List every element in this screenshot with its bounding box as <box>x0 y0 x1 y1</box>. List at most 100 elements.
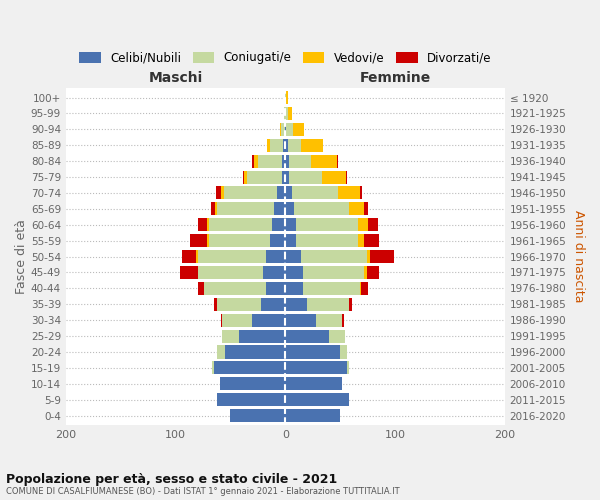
Bar <box>346 170 347 183</box>
Bar <box>307 298 349 311</box>
Text: Maschi: Maschi <box>149 70 203 85</box>
Bar <box>286 378 343 390</box>
Text: Popolazione per età, sesso e stato civile - 2021: Popolazione per età, sesso e stato civil… <box>6 472 337 486</box>
Bar <box>286 107 287 120</box>
Bar <box>225 346 286 358</box>
Bar <box>286 154 289 168</box>
Bar <box>197 282 204 295</box>
Bar <box>253 314 286 326</box>
Bar <box>222 330 239 342</box>
Bar <box>286 123 293 136</box>
Bar <box>277 186 286 200</box>
Bar <box>280 123 281 136</box>
Bar <box>329 330 344 342</box>
Bar <box>211 202 215 215</box>
Bar <box>197 218 208 232</box>
Bar <box>286 409 340 422</box>
Bar <box>286 250 301 263</box>
Bar <box>364 234 379 247</box>
Bar <box>364 266 367 279</box>
Bar <box>358 234 364 247</box>
Bar <box>180 266 197 279</box>
Bar <box>316 314 343 326</box>
Bar <box>349 202 364 215</box>
Bar <box>370 250 394 263</box>
Bar <box>358 218 368 232</box>
Text: Femmine: Femmine <box>359 70 431 85</box>
Bar <box>196 250 197 263</box>
Bar <box>286 314 316 326</box>
Bar <box>215 202 217 215</box>
Bar <box>267 138 270 152</box>
Bar <box>204 282 266 295</box>
Bar <box>221 314 222 326</box>
Bar <box>242 170 244 183</box>
Bar <box>301 138 323 152</box>
Bar <box>274 202 286 215</box>
Bar <box>286 234 296 247</box>
Bar <box>209 218 272 232</box>
Bar <box>270 234 286 247</box>
Bar <box>266 282 286 295</box>
Bar <box>286 393 349 406</box>
Bar <box>209 234 270 247</box>
Bar <box>282 170 286 183</box>
Bar <box>286 298 307 311</box>
Bar <box>322 170 346 183</box>
Bar <box>286 266 303 279</box>
Bar <box>214 298 217 311</box>
Bar <box>182 250 196 263</box>
Bar <box>337 154 338 168</box>
Bar <box>301 250 367 263</box>
Bar <box>217 393 286 406</box>
Bar <box>286 138 287 152</box>
Bar <box>217 202 274 215</box>
Bar <box>272 218 286 232</box>
Bar <box>266 250 286 263</box>
Bar <box>217 346 225 358</box>
Bar <box>221 186 224 200</box>
Bar <box>289 170 322 183</box>
Bar <box>303 282 360 295</box>
Bar <box>284 107 286 120</box>
Bar <box>253 154 254 168</box>
Bar <box>286 170 289 183</box>
Y-axis label: Anni di nascita: Anni di nascita <box>572 210 585 303</box>
Bar <box>292 186 338 200</box>
Bar <box>311 154 337 168</box>
Bar <box>254 154 258 168</box>
Bar <box>286 91 287 104</box>
Bar <box>289 154 311 168</box>
Bar <box>212 362 214 374</box>
Legend: Celibi/Nubili, Coniugati/e, Vedovi/e, Divorzati/e: Celibi/Nubili, Coniugati/e, Vedovi/e, Di… <box>74 46 496 69</box>
Bar <box>208 234 209 247</box>
Bar <box>361 282 368 295</box>
Bar <box>303 266 364 279</box>
Bar <box>340 346 347 358</box>
Bar <box>368 218 377 232</box>
Bar <box>367 266 379 279</box>
Bar <box>216 186 221 200</box>
Bar <box>286 282 303 295</box>
Bar <box>244 170 247 183</box>
Bar <box>281 123 286 136</box>
Bar <box>296 234 358 247</box>
Bar <box>286 330 329 342</box>
Bar <box>293 123 304 136</box>
Bar <box>230 409 286 422</box>
Bar <box>220 378 286 390</box>
Bar <box>287 107 292 120</box>
Bar <box>197 250 266 263</box>
Bar <box>360 282 361 295</box>
Bar <box>224 186 277 200</box>
Bar <box>287 138 301 152</box>
Bar <box>261 298 286 311</box>
Bar <box>258 154 282 168</box>
Bar <box>349 298 352 311</box>
Bar <box>190 234 208 247</box>
Bar <box>286 362 347 374</box>
Bar <box>282 154 286 168</box>
Bar <box>217 298 261 311</box>
Bar <box>263 266 286 279</box>
Bar <box>360 186 362 200</box>
